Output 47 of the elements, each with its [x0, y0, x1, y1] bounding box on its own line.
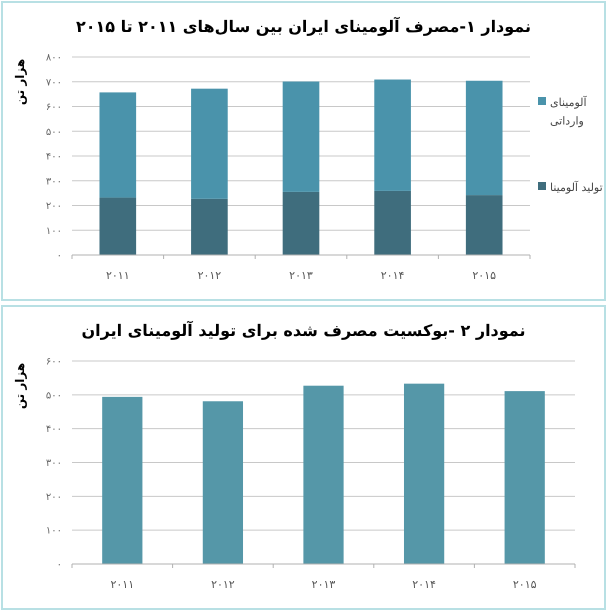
x-tick-label: ۲۰۱۳ — [312, 578, 336, 591]
y-tick-label: ۷۰۰ — [46, 77, 62, 88]
chart-title: نمودار ۱-مصرف آلومینای ایران بین سال‌های ۲۰۱۱ تا ۲۰۱۵ — [76, 16, 532, 36]
y-axis-title: هزار تن — [13, 58, 27, 106]
y-axis-title: هزار تن — [13, 362, 27, 410]
y-tick-label: ۶۰۰ — [46, 356, 62, 368]
y-tick-label: ۲۰۰ — [46, 201, 62, 212]
bar — [202, 401, 244, 564]
x-tick-label: ۲۰۱۲ — [198, 269, 222, 282]
y-tick-label: ۴۰۰ — [46, 152, 62, 162]
y-tick-label: ۸۰۰ — [46, 52, 62, 64]
bar — [282, 192, 320, 255]
bar — [191, 198, 228, 255]
bar — [99, 198, 136, 255]
x-tick-label: ۲۰۱۲ — [211, 578, 235, 591]
x-tick-label: ۲۰۱۴ — [412, 578, 436, 591]
bar — [374, 80, 411, 191]
y-tick-label: ۵۰۰ — [46, 390, 62, 402]
x-tick-label: ۲۰۱۱ — [110, 578, 134, 591]
bar — [303, 386, 344, 564]
bar — [466, 195, 503, 255]
bar — [374, 190, 411, 255]
y-tick-label: ۱۰۰ — [46, 526, 62, 537]
legend-label: تولید آلومینا — [550, 180, 603, 194]
x-tick-label: ۲۰۱۴ — [380, 269, 405, 282]
y-tick-label: ۰ — [56, 560, 62, 570]
bar — [102, 396, 142, 564]
bar — [504, 391, 545, 564]
bar — [191, 88, 228, 199]
x-tick-label: ۲۰۱۱ — [106, 269, 130, 282]
x-tick-label: ۲۰۱۵ — [512, 578, 537, 591]
y-tick-label: ۴۰۰ — [46, 424, 62, 436]
y-tick-label: ۱۰۰ — [46, 226, 62, 237]
bar — [282, 82, 320, 192]
y-tick-label: ۵۰۰ — [46, 126, 62, 138]
chart-title: نمودار ۲ -بوکسیت مصرف شده برای تولید آلومینای ایران — [81, 320, 526, 340]
bar — [466, 80, 503, 196]
y-tick-label: ۳۰۰ — [46, 458, 62, 469]
y-tick-label: ۰ — [56, 250, 62, 262]
x-tick-label: ۲۰۱۵ — [472, 269, 496, 282]
y-tick-label: ۶۰۰ — [46, 102, 62, 113]
x-tick-label: ۲۰۱۳ — [289, 269, 313, 282]
legend-label: آلومینای وارداتی — [550, 94, 588, 128]
bar — [99, 92, 136, 198]
bar — [404, 384, 444, 564]
y-tick-label: ۲۰۰ — [46, 492, 62, 503]
y-tick-label: ۳۰۰ — [46, 176, 62, 188]
